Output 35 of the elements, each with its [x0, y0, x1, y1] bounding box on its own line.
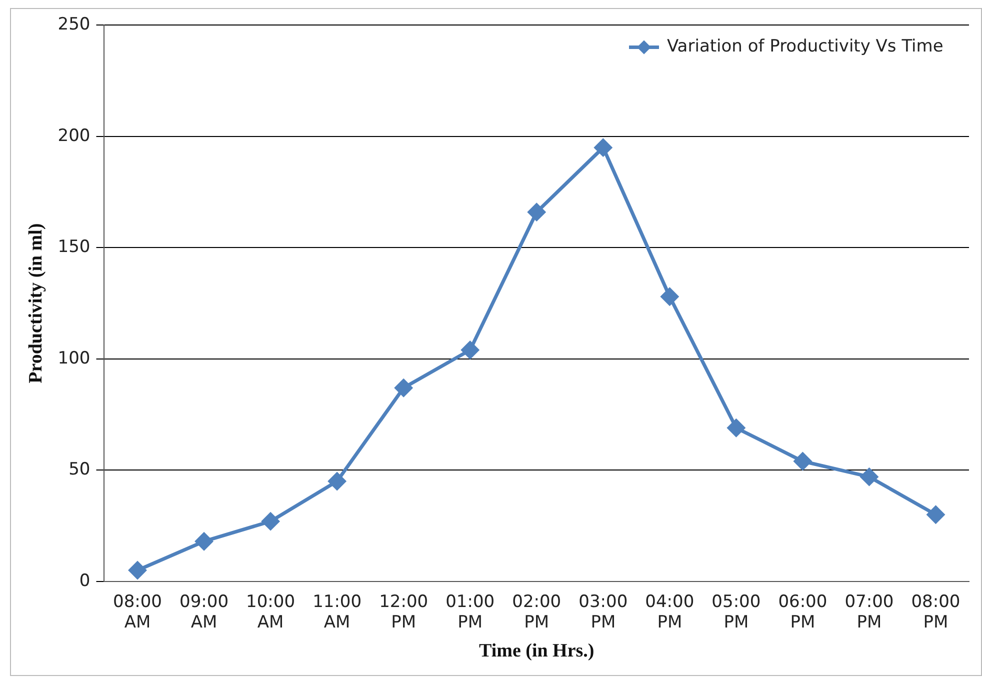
point [128, 562, 146, 580]
point [860, 468, 878, 486]
y-tick-label: 100 [58, 348, 90, 368]
point [394, 379, 412, 397]
y-tick-label: 250 [58, 14, 90, 35]
x-tick-label: 07:00 PM [844, 592, 894, 632]
x-tick-label: 11:00 AM [312, 592, 362, 632]
x-tick-label: 12:00 PM [379, 592, 428, 632]
point [660, 288, 678, 306]
x-tick-label: 04:00 PM [645, 592, 694, 632]
x-tick-label: 08:00 PM [911, 592, 960, 632]
point [528, 203, 546, 221]
y-tick-label: 200 [58, 126, 90, 146]
point [262, 512, 280, 530]
x-tick-label: 05:00 PM [712, 592, 761, 632]
point [328, 472, 346, 490]
x-tick-label: 06:00 PM [778, 592, 828, 632]
point [594, 138, 612, 156]
x-tick-label: 03:00 PM [578, 592, 628, 632]
x-tick-label: 08:00 AM [113, 592, 162, 632]
point [794, 452, 812, 470]
x-tick-label: 09:00 AM [180, 592, 229, 632]
y-tick-label: 0 [79, 570, 90, 591]
point [461, 341, 479, 359]
x-axis-title: Time (in Hrs.) [479, 640, 594, 662]
point [195, 532, 213, 550]
point [926, 506, 944, 524]
y-tick-label: 50 [68, 460, 90, 480]
point [727, 419, 745, 437]
y-axis-title: Productivity (in ml) [25, 223, 46, 384]
x-tick-label: 01:00 PM [446, 592, 495, 632]
x-tick-label: 10:00 AM [246, 592, 296, 632]
legend-label: Variation of Productivity Vs Time [667, 36, 944, 57]
x-tick-label: 02:00 PM [512, 592, 562, 632]
y-tick-label: 150 [58, 237, 90, 258]
